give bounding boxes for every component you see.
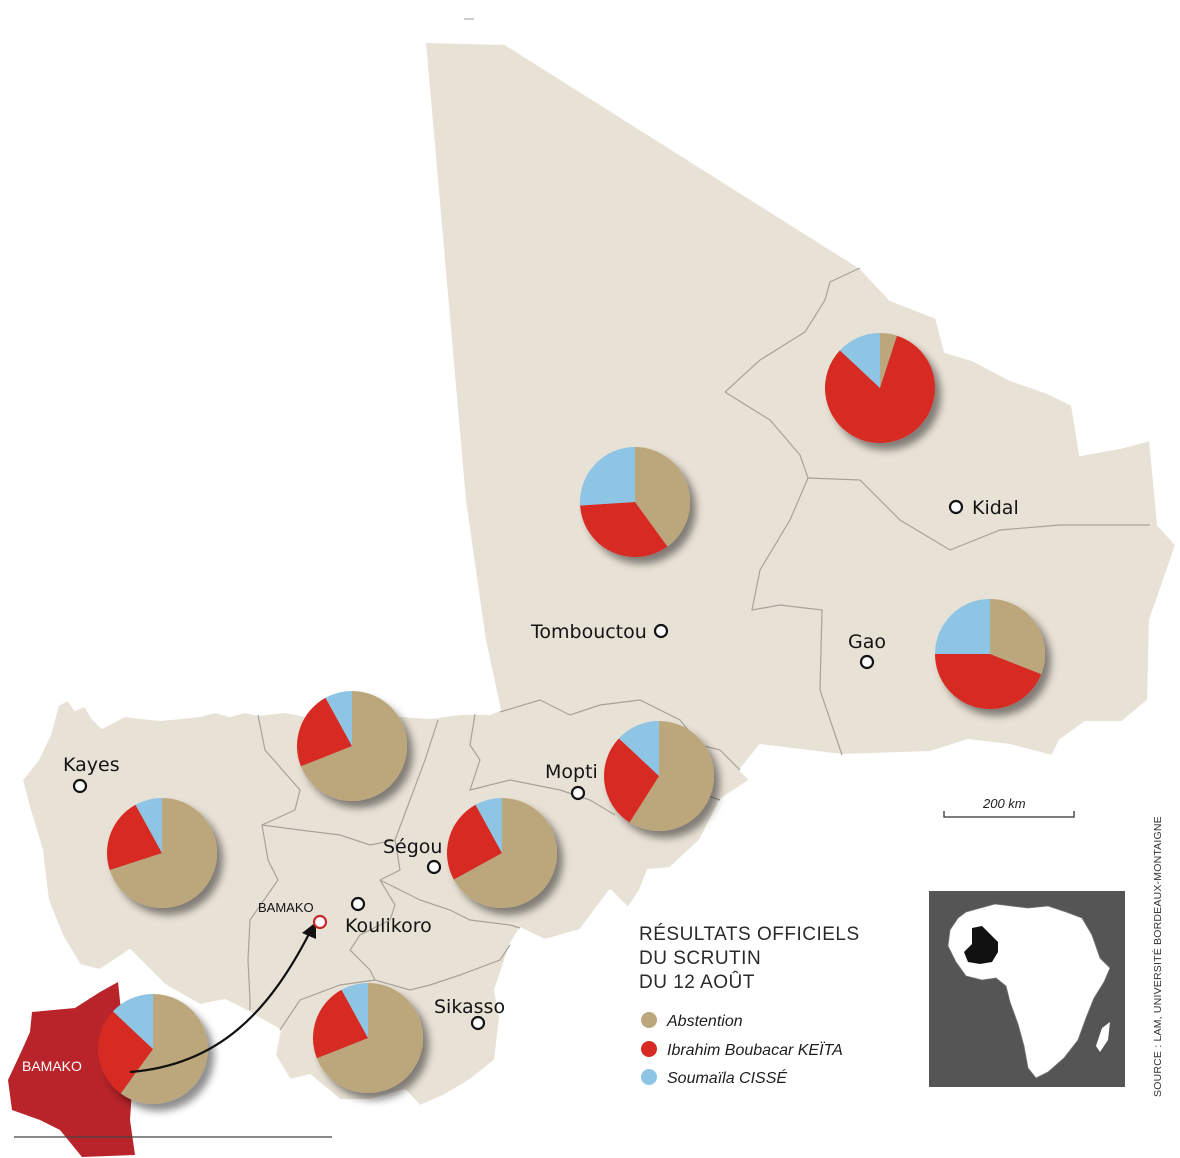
city-dot-sikasso <box>470 1015 486 1031</box>
pie-gao-slice-cisse <box>935 599 990 654</box>
pie-tombouctou <box>580 447 690 557</box>
legend: RÉSULTATS OFFICIELS DU SCRUTIN DU 12 AOÛ… <box>639 924 860 1087</box>
city-label-segou: Ségou <box>383 836 442 858</box>
city-label-mopti: Mopti <box>545 761 598 783</box>
pie-tombouctou-slice-abstention <box>635 447 690 547</box>
source-credit: SOURCE : LAM, UNIVERSITÉ BORDEAUX-MONTAI… <box>1151 816 1164 1097</box>
pie-segou-slice-cisse <box>475 798 502 853</box>
city-dot-segou <box>426 859 442 875</box>
madagascar-shape <box>1096 1022 1110 1052</box>
legend-title-line-2: DU SCRUTIN <box>639 948 761 969</box>
pie-segou <box>447 798 557 908</box>
city-dot-gao <box>859 654 875 670</box>
pie-kidal-slice-cisse <box>839 333 880 388</box>
pie-kayes <box>107 798 217 909</box>
pie-bamako-slice-cisse <box>112 994 153 1049</box>
pie-kidal-slice-abstention <box>880 333 897 388</box>
city-dot-mopti <box>570 785 586 801</box>
legend-label-keita: Ibrahim Boubacar KEÏTA <box>667 1041 843 1059</box>
scale-label: 200 km <box>982 796 1026 811</box>
pie-mopti-slice-abstention <box>629 721 715 831</box>
pie-bamako-slice-abstention <box>120 994 208 1104</box>
legend-label-cisse: Soumaïla CISSÉ <box>667 1068 787 1087</box>
pie-bamako <box>97 994 208 1104</box>
pie-kayes-slice-cisse <box>135 798 162 853</box>
pie-kidal <box>825 333 935 444</box>
pie-tombouctou-slice-cisse <box>580 447 635 506</box>
legend-swatch-cisse <box>641 1069 657 1085</box>
city-dot-tombouctou <box>653 623 669 639</box>
legend-title-line-3: DU 12 AOÛT <box>639 971 755 993</box>
city-label-kidal: Kidal <box>972 497 1019 519</box>
pie-koulikoro <box>297 691 407 801</box>
legend-swatch-keita <box>641 1041 657 1057</box>
city-label-kayes: Kayes <box>63 754 120 776</box>
city-dot-bamako <box>312 914 328 930</box>
pie-sikasso-slice-cisse <box>341 983 368 1038</box>
bamako-arrow <box>129 922 316 1074</box>
pie-sikasso-slice-keita <box>313 989 368 1059</box>
city-label-koulikoro: Koulikoro <box>345 915 432 937</box>
pie-koulikoro-slice-cisse <box>325 691 352 746</box>
pie-charts <box>97 333 1045 1104</box>
cities: Kidal Tombouctou Gao Kayes Mopti Ségou K… <box>22 497 1019 1074</box>
mali-territory <box>21 41 1177 1107</box>
scale-bar: 200 km <box>943 796 1075 818</box>
pie-mopti-slice-cisse <box>618 721 659 776</box>
pie-segou-slice-abstention <box>453 798 557 908</box>
africa-locator-inset <box>929 891 1125 1087</box>
pie-bamako-slice-keita <box>97 1011 153 1094</box>
pie-segou-slice-keita <box>447 804 502 880</box>
pie-kayes-slice-abstention <box>109 798 217 909</box>
city-label-sikasso: Sikasso <box>434 996 505 1018</box>
legend-label-abstention: Abstention <box>666 1013 743 1030</box>
city-label-tombouctou: Tombouctou <box>530 621 647 643</box>
pie-gao <box>935 599 1045 709</box>
city-dot-kayes <box>72 778 88 794</box>
pie-mopti-slice-keita <box>604 738 659 823</box>
city-dot-kidal <box>948 499 964 515</box>
pie-gao-slice-keita <box>935 654 1042 709</box>
legend-swatch-abstention <box>641 1012 657 1028</box>
mali-highlight <box>964 926 998 964</box>
city-label-bamako-small: BAMAKO <box>258 900 314 915</box>
pie-kidal-slice-keita <box>825 335 935 444</box>
city-label-bamako-big: BAMAKO <box>22 1058 82 1074</box>
legend-title-line-1: RÉSULTATS OFFICIELS <box>639 924 860 945</box>
city-label-gao: Gao <box>848 631 886 653</box>
city-dot-koulikoro <box>350 896 366 912</box>
pie-tombouctou-slice-keita <box>580 502 668 557</box>
pie-kayes-slice-keita <box>107 804 162 870</box>
pie-mopti <box>604 721 715 831</box>
pie-sikasso-slice-abstention <box>316 983 423 1093</box>
pie-koulikoro-slice-abstention <box>300 691 407 801</box>
pie-sikasso <box>313 983 423 1093</box>
pie-koulikoro-slice-keita <box>297 697 352 767</box>
pie-gao-slice-abstention <box>990 599 1045 675</box>
